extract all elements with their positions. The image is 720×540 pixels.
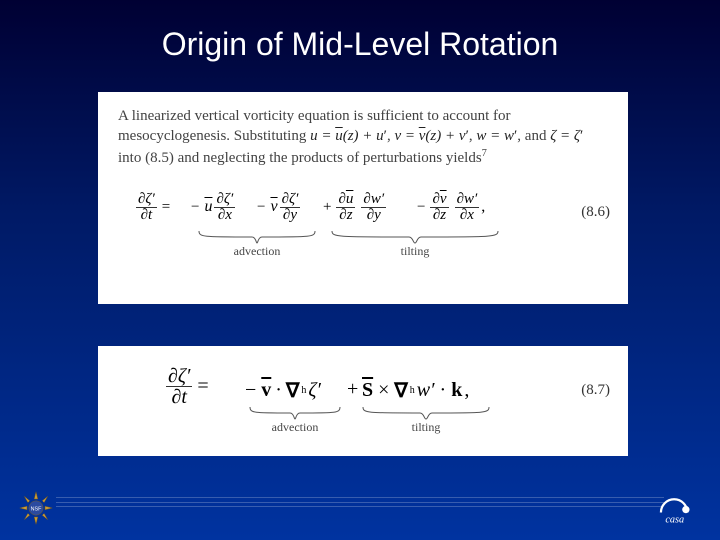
panel-eq-8-7: (8.7) ∂ζ′ ∂t = − v · ∇h ζ′ <box>98 346 628 456</box>
slide: Origin of Mid-Level Rotation A linearize… <box>0 0 720 540</box>
sub-u: u = u(z) + u <box>310 128 387 144</box>
brace-advection-8-7: advection <box>249 406 341 435</box>
eq-term-1: − u ∂ζ′ ∂x <box>188 192 235 223</box>
casa-logo-text: casa <box>665 515 684 526</box>
eq2-plus: + <box>344 378 361 401</box>
brace-label-advection-8-6: advection <box>198 244 316 259</box>
eq2-term-advection: − v · ∇h ζ′ <box>242 378 321 403</box>
eq2-term-tilting: S × ∇h w′ · k , <box>362 378 469 403</box>
nsf-logo-text: NSF <box>31 507 42 513</box>
eq-term-3: + ∂u ∂z ∂w′ ∂y <box>320 192 386 223</box>
panel-eq-8-6: A linearized vertical vorticity equation… <box>98 92 628 304</box>
sub-w: w = w <box>476 128 517 144</box>
equation-8-7: (8.7) ∂ζ′ ∂t = − v · ∇h ζ′ <box>118 360 608 446</box>
paragraph-part-2: , and <box>517 128 550 144</box>
eq-lhs: ∂ζ′ ∂t = <box>136 192 173 223</box>
equation-number-8-7: (8.7) <box>581 382 610 399</box>
paragraph: A linearized vertical vorticity equation… <box>118 106 608 168</box>
slide-title: Origin of Mid-Level Rotation <box>0 26 720 63</box>
footnote-7: 7 <box>482 148 487 159</box>
sub-zeta: ζ = ζ <box>550 128 583 144</box>
brace-label-tilting-8-7: tilting <box>362 420 490 435</box>
eq2-lhs: ∂ζ′ ∂t = <box>166 366 212 407</box>
eq-term-4: − ∂v ∂z ∂w′ ∂x , <box>414 192 485 223</box>
equation-8-6: (8.6) ∂ζ′ ∂t = − u ∂ζ′ ∂x − <box>118 182 608 268</box>
casa-logo-icon: casa <box>658 496 702 526</box>
paragraph-part-3: into (8.5) and neglecting the products o… <box>118 150 482 166</box>
nsf-logo-icon: NSF <box>18 490 54 526</box>
footer-divider-lines <box>56 497 664 508</box>
brace-advection-8-6: advection <box>198 230 316 259</box>
brace-tilting-8-6: tilting <box>331 230 499 259</box>
brace-label-advection-8-7: advection <box>249 420 341 435</box>
brace-label-tilting-8-6: tilting <box>331 244 499 259</box>
sub-v: v = v(z) + v <box>394 128 468 144</box>
equation-number-8-6: (8.6) <box>581 204 610 221</box>
brace-tilting-8-7: tilting <box>362 406 490 435</box>
eq-term-2: − v ∂ζ′ ∂y <box>254 192 300 223</box>
